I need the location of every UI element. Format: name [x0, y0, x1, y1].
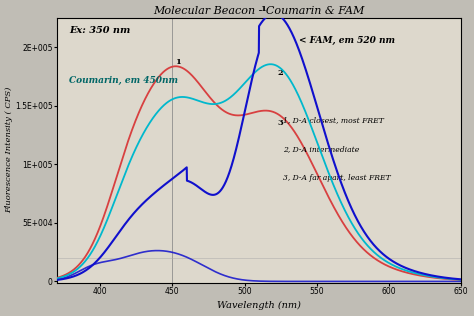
Text: 3: 3: [278, 119, 283, 127]
Text: 2, D-A intermediate: 2, D-A intermediate: [283, 145, 359, 153]
Text: 1: 1: [260, 5, 266, 13]
X-axis label: Wavelength (nm): Wavelength (nm): [217, 301, 301, 310]
Text: 3, D-A far apart, least FRET: 3, D-A far apart, least FRET: [283, 174, 391, 182]
Text: Coumarin, em 450nm: Coumarin, em 450nm: [69, 76, 178, 85]
Text: Ex: 350 nm: Ex: 350 nm: [69, 26, 130, 35]
Y-axis label: Fluorescence Intensity ( CPS): Fluorescence Intensity ( CPS): [6, 87, 14, 213]
Text: 1: 1: [175, 58, 181, 65]
Text: 1, D-A closest, most FRET: 1, D-A closest, most FRET: [283, 116, 384, 124]
Text: 2: 2: [278, 69, 283, 77]
Title: Molecular Beacon - Coumarin & FAM: Molecular Beacon - Coumarin & FAM: [153, 6, 365, 16]
Text: < FAM, em 520 nm: < FAM, em 520 nm: [300, 36, 395, 46]
